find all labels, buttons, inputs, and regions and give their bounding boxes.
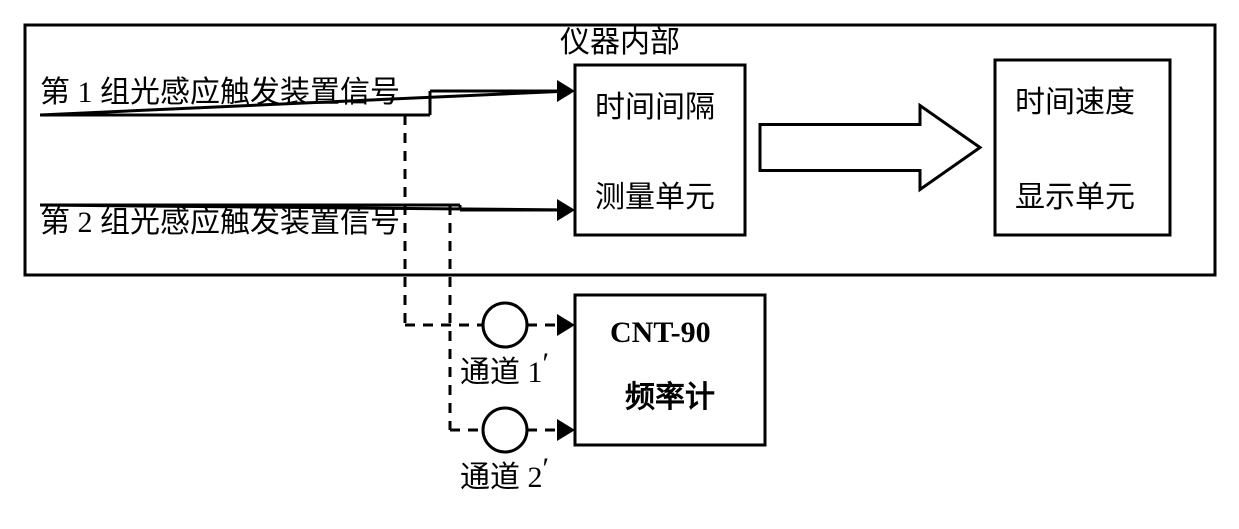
title-label: 仪器内部	[560, 26, 680, 59]
signal1-arrowhead	[557, 80, 575, 102]
display-line2: 显示单元	[1015, 181, 1135, 214]
measurement-line2: 测量单元	[595, 181, 715, 214]
display-line1: 时间速度	[1015, 86, 1135, 119]
ch2-label: 通道 2′	[460, 452, 549, 494]
ch1-arrowhead	[557, 314, 575, 336]
ch2-arrowhead	[557, 419, 575, 441]
ch1-label: 通道 1′	[460, 347, 549, 389]
ch1-circle	[483, 303, 527, 347]
measurement-line1: 时间间隔	[595, 91, 715, 124]
cnt90-line1: CNT-90	[610, 316, 711, 349]
signal2-label: 第 2 组光感应触发装置信号	[40, 206, 400, 239]
big-arrow	[760, 106, 980, 190]
signal1-label: 第 1 组光感应触发装置信号	[40, 76, 400, 109]
ch2-circle	[483, 408, 527, 452]
cnt90-line2: 频率计	[625, 381, 715, 414]
signal2-arrowhead	[557, 199, 575, 221]
